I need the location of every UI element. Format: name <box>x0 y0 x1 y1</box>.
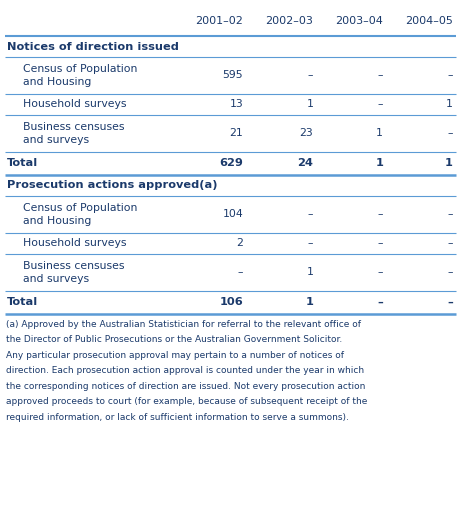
Text: 1: 1 <box>445 158 453 168</box>
Text: –: – <box>378 70 383 80</box>
Text: –: – <box>448 70 453 80</box>
Text: –: – <box>447 297 453 307</box>
Text: –: – <box>448 209 453 219</box>
Text: Household surveys: Household surveys <box>23 238 126 248</box>
Text: Census of Population: Census of Population <box>23 203 137 213</box>
Text: –: – <box>378 297 383 307</box>
Text: Notices of direction issued: Notices of direction issued <box>7 42 179 51</box>
Text: 1: 1 <box>446 99 453 109</box>
Text: required information, or lack of sufficient information to serve a summons).: required information, or lack of suffici… <box>6 413 349 422</box>
Text: and Housing: and Housing <box>23 216 91 226</box>
Text: 13: 13 <box>230 99 243 109</box>
Text: and Housing: and Housing <box>23 77 91 87</box>
Text: Total: Total <box>7 297 38 307</box>
Text: 104: 104 <box>223 209 243 219</box>
Text: Household surveys: Household surveys <box>23 99 126 109</box>
Text: the corresponding notices of direction are issued. Not every prosecution action: the corresponding notices of direction a… <box>6 382 366 391</box>
Text: 23: 23 <box>300 128 313 138</box>
Text: 595: 595 <box>223 70 243 80</box>
Text: the Director of Public Prosecutions or the Australian Government Solicitor.: the Director of Public Prosecutions or t… <box>6 336 342 344</box>
Text: 2003–04: 2003–04 <box>335 16 383 26</box>
Text: 2004–05: 2004–05 <box>405 16 453 26</box>
Text: 1: 1 <box>376 128 383 138</box>
Text: –: – <box>307 209 313 219</box>
Text: –: – <box>378 99 383 109</box>
Text: –: – <box>307 238 313 248</box>
Text: (a) Approved by the Australian Statistician for referral to the relevant office : (a) Approved by the Australian Statistic… <box>6 320 361 329</box>
Text: approved proceeds to court (for example, because of subsequent receipt of the: approved proceeds to court (for example,… <box>6 397 367 407</box>
Text: 21: 21 <box>230 128 243 138</box>
Text: 629: 629 <box>219 158 243 168</box>
Text: Census of Population: Census of Population <box>23 64 137 74</box>
Text: –: – <box>378 209 383 219</box>
Text: 2001–02: 2001–02 <box>195 16 243 26</box>
Text: –: – <box>448 128 453 138</box>
Text: 2: 2 <box>236 238 243 248</box>
Text: –: – <box>378 267 383 277</box>
Text: Business censuses: Business censuses <box>23 261 124 271</box>
Text: direction. Each prosecution action approval is counted under the year in which: direction. Each prosecution action appro… <box>6 366 364 376</box>
Text: –: – <box>448 238 453 248</box>
Text: –: – <box>448 267 453 277</box>
Text: 1: 1 <box>306 267 313 277</box>
Text: 1: 1 <box>375 158 383 168</box>
Text: and surveys: and surveys <box>23 135 89 145</box>
Text: –: – <box>307 70 313 80</box>
Text: 2002–03: 2002–03 <box>266 16 313 26</box>
Text: 106: 106 <box>219 297 243 307</box>
Text: Business censuses: Business censuses <box>23 122 124 132</box>
Text: –: – <box>238 267 243 277</box>
Text: Prosecution actions approved(a): Prosecution actions approved(a) <box>7 180 218 191</box>
Text: Total: Total <box>7 158 38 168</box>
Text: 24: 24 <box>297 158 313 168</box>
Text: 1: 1 <box>305 297 313 307</box>
Text: 1: 1 <box>306 99 313 109</box>
Text: –: – <box>378 238 383 248</box>
Text: and surveys: and surveys <box>23 274 89 284</box>
Text: Any particular prosecution approval may pertain to a number of notices of: Any particular prosecution approval may … <box>6 351 344 360</box>
